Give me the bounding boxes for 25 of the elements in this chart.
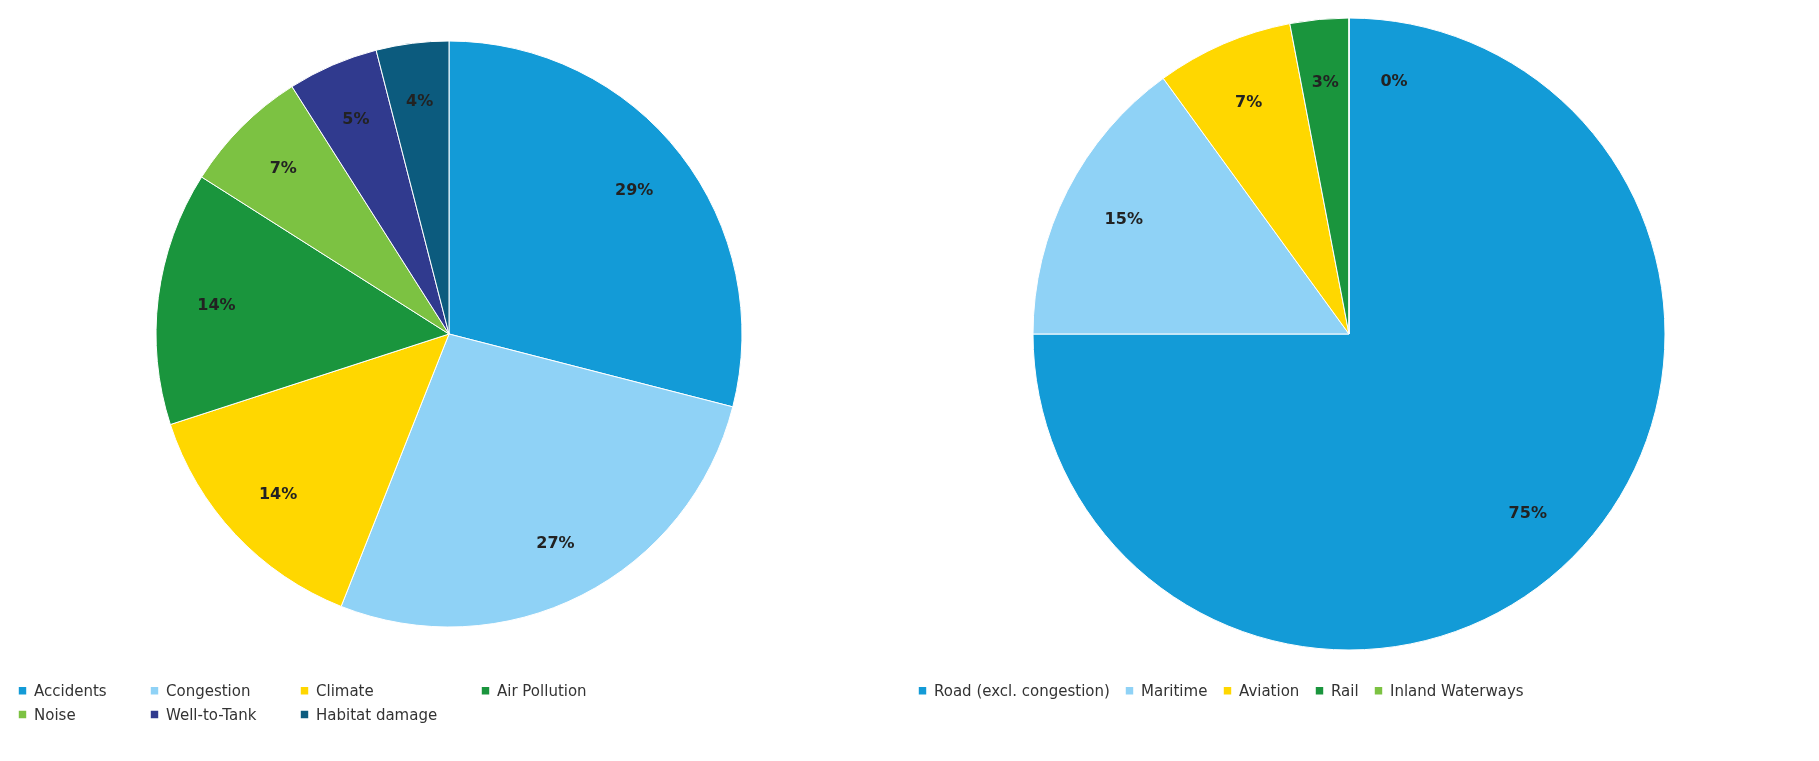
- data-label: 29%: [615, 180, 654, 200]
- pie-slice: [1032, 17, 1666, 651]
- legend-label: Rail: [1331, 681, 1359, 700]
- data-label: 15%: [1104, 209, 1143, 229]
- data-label: 4%: [406, 91, 434, 111]
- data-label: 7%: [269, 158, 297, 178]
- legend-label: Air Pollution: [497, 681, 587, 700]
- legend-label: Congestion: [166, 681, 251, 700]
- legend-label: Inland Waterways: [1390, 681, 1524, 700]
- legend-label: Aviation: [1239, 681, 1300, 700]
- legend-label: Well-to-Tank: [166, 705, 257, 724]
- legend-label: Road (excl. congestion): [934, 681, 1110, 700]
- legend-label: Noise: [34, 705, 76, 724]
- legend-label: Climate: [316, 681, 374, 700]
- data-label: 14%: [197, 294, 236, 314]
- data-label: 75%: [1508, 502, 1547, 522]
- legend-label: Accidents: [34, 681, 107, 700]
- data-label: 27%: [536, 532, 575, 552]
- legend-label: Habitat damage: [316, 705, 438, 724]
- text: 0%: [1380, 71, 1408, 91]
- legend-label: Maritime: [1141, 681, 1208, 700]
- data-label: 14%: [258, 484, 298, 504]
- data-label: 3%: [1311, 72, 1339, 92]
- data-label: 7%: [1235, 91, 1263, 111]
- data-label: 5%: [342, 108, 370, 128]
